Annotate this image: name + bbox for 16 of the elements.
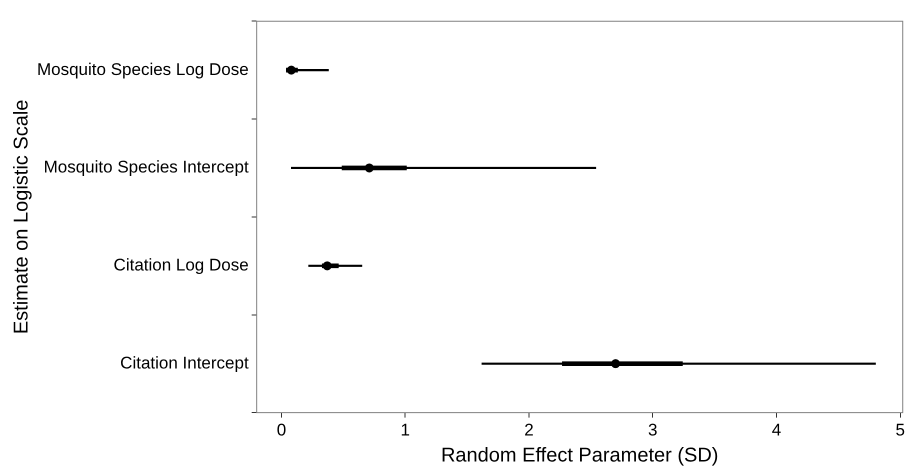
x-tick-label: 3 xyxy=(648,420,658,440)
y-axis-title: Estimate on Logistic Scale xyxy=(10,100,33,334)
y-tick-label: Citation Intercept xyxy=(120,353,249,372)
x-tick-label: 4 xyxy=(772,420,782,440)
x-tick-label: 1 xyxy=(400,420,410,440)
x-tick-label: 2 xyxy=(524,420,534,440)
bar xyxy=(482,362,876,365)
bar xyxy=(291,166,596,170)
bar xyxy=(308,264,362,267)
y-tick-label: Mosquito Species Log Dose xyxy=(36,60,249,79)
y-tick-label: Mosquito Species Intercept xyxy=(44,158,249,177)
x-axis-title: Random Effect Parameter (SD) xyxy=(440,444,718,467)
y-tick-label: Citation Log Dose xyxy=(114,256,249,275)
bar xyxy=(286,69,329,72)
x-tick-label: 5 xyxy=(896,420,905,440)
x-tick-label: 0 xyxy=(276,420,286,440)
